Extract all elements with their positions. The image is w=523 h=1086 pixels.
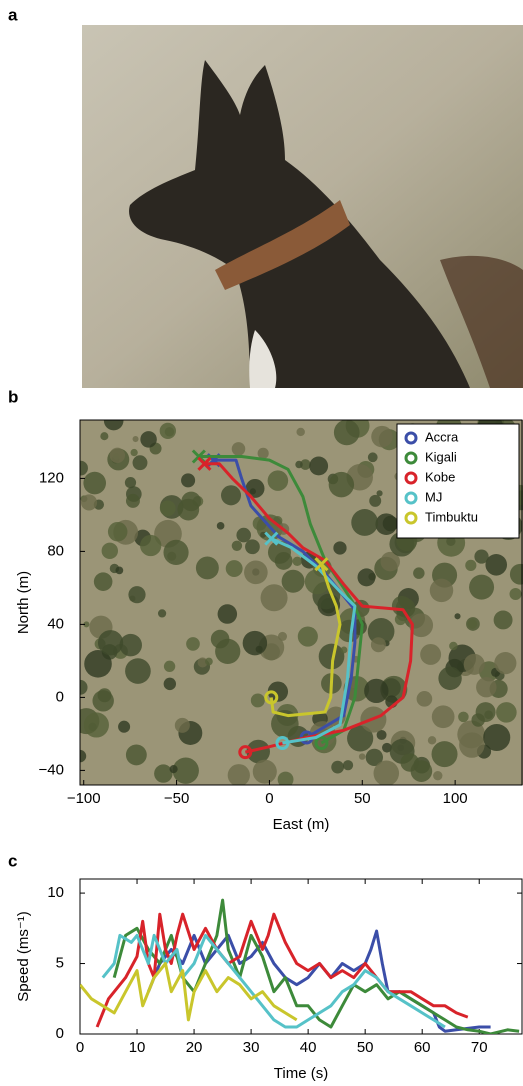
y-tick-label: 0 bbox=[56, 1025, 64, 1042]
x-tick-label: 40 bbox=[300, 1039, 317, 1056]
y-tick-label: 120 bbox=[39, 469, 64, 486]
panel-label: c bbox=[8, 851, 17, 870]
legend-label: MJ bbox=[425, 489, 442, 504]
y-tick-label: 5 bbox=[56, 955, 64, 972]
x-tick-label: 70 bbox=[471, 1039, 488, 1056]
x-tick-label: 30 bbox=[243, 1039, 260, 1056]
y-tick-label: 40 bbox=[47, 615, 64, 632]
x-tick-label: −100 bbox=[67, 790, 101, 807]
x-tick-label: 60 bbox=[414, 1039, 431, 1056]
panel-label: a bbox=[8, 5, 18, 24]
y-tick-label: 10 bbox=[47, 884, 64, 901]
y-tick-label: 0 bbox=[56, 688, 64, 705]
x-tick-label: 0 bbox=[265, 790, 273, 807]
x-axis-label: Time (s) bbox=[274, 1065, 328, 1082]
legend-label: Kigali bbox=[425, 449, 457, 464]
legend-label: Accra bbox=[425, 429, 459, 444]
x-tick-label: 50 bbox=[357, 1039, 374, 1056]
y-tick-label: 80 bbox=[47, 542, 64, 559]
panel-label: b bbox=[8, 387, 18, 406]
x-axis-label: East (m) bbox=[273, 816, 330, 833]
x-tick-label: 0 bbox=[76, 1039, 84, 1056]
x-tick-label: 50 bbox=[354, 790, 371, 807]
x-tick-label: 100 bbox=[443, 790, 468, 807]
x-tick-label: 20 bbox=[186, 1039, 203, 1056]
y-axis-label: North (m) bbox=[15, 571, 32, 634]
x-tick-label: −50 bbox=[164, 790, 189, 807]
y-tick-label: −40 bbox=[39, 761, 64, 778]
legend-label: Timbuktu bbox=[425, 509, 478, 524]
y-axis-label: Speed (ms⁻¹) bbox=[15, 911, 32, 1001]
photo bbox=[82, 25, 523, 388]
plot-area bbox=[80, 900, 519, 1034]
x-tick-label: 10 bbox=[129, 1039, 146, 1056]
figure: a b c −100−50050100−4004080120East (m)No… bbox=[0, 0, 523, 1086]
legend-label: Kobe bbox=[425, 469, 455, 484]
